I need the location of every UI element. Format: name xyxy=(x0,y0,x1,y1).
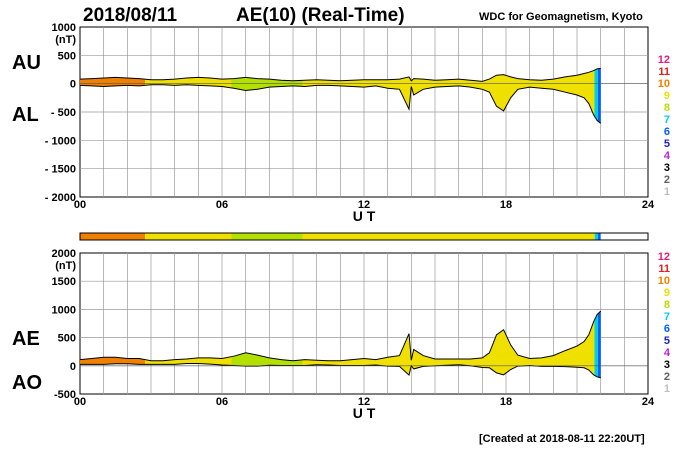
legend-level-12: 12 xyxy=(658,251,670,263)
legend-level-6: 6 xyxy=(664,323,670,335)
al-label: AL xyxy=(12,104,39,126)
x-tick-label: 06 xyxy=(216,396,228,408)
y-tick-label: 1000 xyxy=(52,22,76,34)
x-tick-label: 24 xyxy=(642,199,655,211)
x-tick-label: 18 xyxy=(500,199,512,211)
legend-level-4: 4 xyxy=(664,347,671,359)
y-tick-label: 0 xyxy=(70,79,76,91)
au-label: AU xyxy=(12,52,41,74)
x-tick-label: 12 xyxy=(358,199,370,211)
activity-bar xyxy=(79,232,649,241)
legend-level-9: 9 xyxy=(664,287,670,299)
chart-date: 2018/08/11 xyxy=(83,5,178,26)
created-timestamp: [Created at 2018-08-11 22:20UT] xyxy=(479,433,645,445)
legend-level-3: 3 xyxy=(664,359,670,371)
x-tick-label: 18 xyxy=(500,396,512,408)
x-axis-title: U T xyxy=(353,208,376,224)
y-tick-label: - 2000 xyxy=(45,192,76,204)
chart-title: AE(10) (Real-Time) xyxy=(236,5,405,26)
activity-bar-segment xyxy=(597,233,601,240)
y-tick-label: 1500 xyxy=(52,276,76,288)
legend-level-8: 8 xyxy=(664,102,670,114)
legend-level-10: 10 xyxy=(658,275,670,287)
x-axis-title: U T xyxy=(353,405,376,421)
panel-0 xyxy=(79,26,649,198)
legend-level-2: 2 xyxy=(664,174,670,186)
x-tick-label: 12 xyxy=(358,396,370,408)
legend-level-10: 10 xyxy=(658,78,670,90)
y-tick-label: 0 xyxy=(70,361,76,373)
activity-bar-segment xyxy=(145,233,232,240)
activity-bar-segment xyxy=(231,233,303,240)
activity-bar-outline xyxy=(79,232,649,241)
x-tick-label: 00 xyxy=(74,396,86,408)
x-tick-label: 24 xyxy=(642,396,655,408)
y-tick-label: - 1500 xyxy=(45,164,76,176)
activity-bar-segment xyxy=(80,233,146,240)
y-tick-label: -500 xyxy=(54,389,76,401)
y-unit-label: (nT) xyxy=(55,260,76,272)
y-tick-label: 500 xyxy=(58,333,76,345)
series-line-au xyxy=(79,67,601,82)
series-line-al xyxy=(79,84,602,124)
ae-label: AE xyxy=(12,328,40,350)
y-unit-label: (nT) xyxy=(55,34,76,46)
x-tick-label: 06 xyxy=(216,199,228,211)
legend-level-4: 4 xyxy=(664,150,671,162)
y-tick-label: 2000 xyxy=(52,248,76,260)
ao-label: AO xyxy=(12,372,42,394)
series-line-ae xyxy=(79,310,602,362)
activity-band-0 xyxy=(80,68,601,124)
legend-level-12: 12 xyxy=(658,54,670,66)
y-tick-label: 500 xyxy=(58,50,76,62)
legend-level-6: 6 xyxy=(664,126,670,138)
y-tick-label: - 1000 xyxy=(45,135,76,147)
legend-level-5: 5 xyxy=(664,138,670,150)
legend-level-11: 11 xyxy=(658,263,670,275)
x-tick-label: 00 xyxy=(74,199,86,211)
activity-bar-segment xyxy=(594,233,598,240)
legend-level-3: 3 xyxy=(664,162,670,174)
panel-1 xyxy=(79,252,649,395)
data-source: WDC for Geomagnetism, Kyoto xyxy=(479,11,643,23)
legend-level-8: 8 xyxy=(664,299,670,311)
legend-level-1: 1 xyxy=(664,186,670,198)
legend-level-7: 7 xyxy=(664,114,670,126)
legend-level-1: 1 xyxy=(664,383,670,395)
activity-band-1 xyxy=(80,311,601,378)
legend-level-11: 11 xyxy=(658,66,670,78)
y-tick-label: - 500 xyxy=(51,107,76,119)
legend-level-9: 9 xyxy=(664,90,670,102)
activity-bar-segment xyxy=(302,233,595,240)
legend-level-7: 7 xyxy=(664,311,670,323)
y-tick-label: 1000 xyxy=(52,304,76,316)
legend-level-2: 2 xyxy=(664,371,670,383)
legend-level-5: 5 xyxy=(664,335,670,347)
